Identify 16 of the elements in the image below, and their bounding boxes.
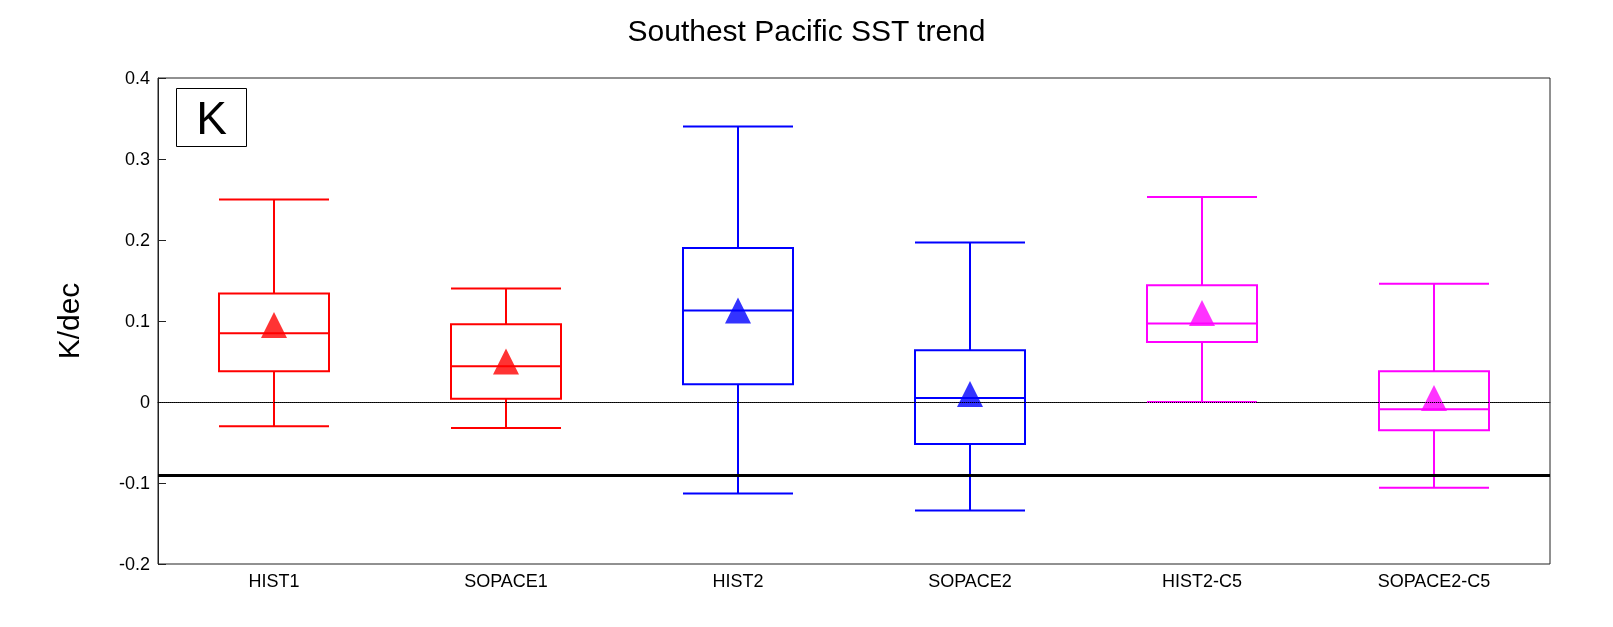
x-tick-label: HIST2-C5: [1161, 571, 1243, 591]
x-tick-label: SOPACE1: [464, 571, 548, 591]
y-axis-title: K/dec: [51, 282, 85, 360]
x-tick-label: SOPACE2-C5: [1377, 571, 1491, 591]
x-tick-label: HIST2: [712, 571, 764, 591]
y-tick-label: 0.1: [124, 311, 150, 331]
y-tick-label: -0.2: [118, 554, 150, 574]
y-tick-label: 0.4: [124, 68, 150, 88]
y-tick-label: 0.3: [124, 149, 150, 169]
y-tick-label: 0: [139, 392, 150, 412]
x-tick-label: HIST1: [248, 571, 300, 591]
y-tick-label: 0.2: [124, 230, 150, 250]
chart-title: Southest Pacific SST trend: [627, 13, 986, 47]
x-tick-label: SOPACE2: [928, 571, 1012, 591]
annotation: K: [196, 91, 228, 144]
y-tick-label: -0.1: [118, 473, 150, 493]
